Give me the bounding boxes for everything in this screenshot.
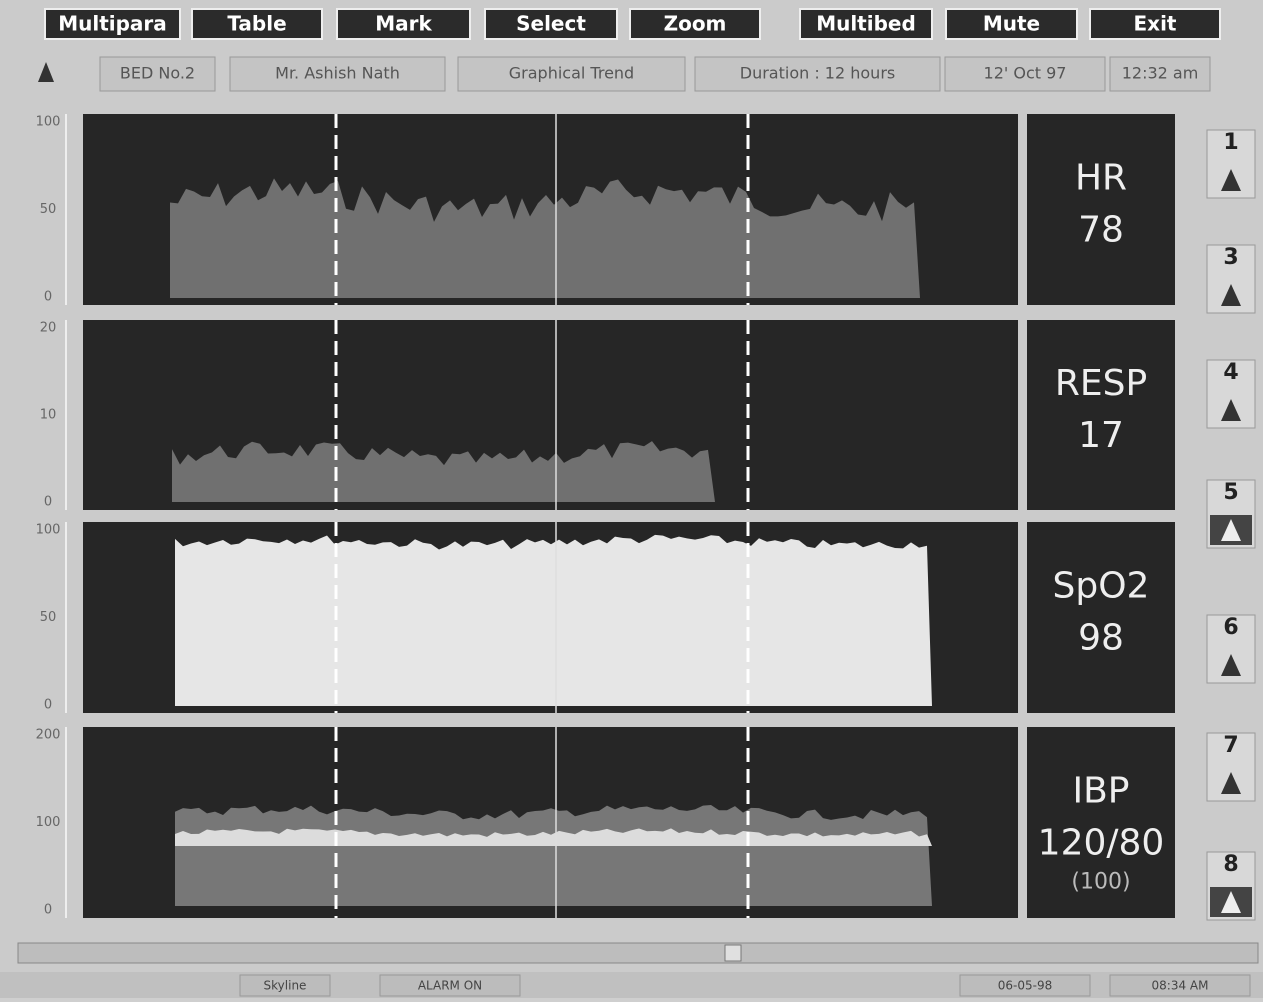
trend-wave	[175, 535, 932, 706]
axis-label: 0	[44, 290, 52, 305]
axis-label: 50	[40, 202, 57, 217]
axis-label: 100	[36, 523, 61, 538]
axis-label: 0	[44, 698, 52, 713]
status-text: ALARM ON	[418, 979, 482, 993]
info-text: Mr. Ashish Nath	[275, 64, 400, 83]
param-value: 120/80	[1038, 823, 1165, 864]
monitor-screen: Multipara Table Mark Select Zoom Multibed Mute…	[0, 0, 1263, 998]
param-value: 17	[1078, 415, 1124, 456]
axis-label: 0	[44, 495, 52, 510]
menu-label: Exit	[1134, 12, 1177, 36]
side-buttons: 1 3 4 5 6 7 8	[1207, 130, 1255, 920]
status-text: 08:34 AM	[1152, 979, 1209, 993]
status-text: Skyline	[264, 979, 307, 993]
menu-bar: Multipara Table Mark Select Zoom Multibed Mute…	[45, 9, 1220, 39]
menu-label: Multibed	[816, 12, 916, 36]
param-value: 78	[1078, 210, 1124, 251]
axis-label: 100	[36, 815, 61, 830]
menu-label: Zoom	[664, 12, 727, 36]
info-bar: BED No.2 Mr. Ashish Nath Graphical Trend Du…	[38, 57, 1210, 91]
scroll-thumb[interactable]	[725, 945, 741, 961]
status-text: 06-05-98	[998, 979, 1052, 993]
scrollbar[interactable]	[18, 943, 1258, 963]
side-number: 7	[1223, 733, 1238, 758]
side-number: 5	[1223, 480, 1238, 505]
param-label: IBP	[1072, 771, 1129, 812]
axis-label: 0	[44, 903, 52, 918]
axis-label: 50	[40, 610, 57, 625]
menu-label: Select	[516, 12, 586, 36]
side-number: 4	[1223, 360, 1238, 385]
param-label: RESP	[1055, 363, 1147, 404]
side-number: 3	[1223, 245, 1238, 270]
info-text: Duration : 12 hours	[740, 64, 895, 83]
menu-label: Mark	[375, 12, 432, 36]
menu-label: Mute	[983, 12, 1040, 36]
trend-wave	[175, 805, 932, 906]
axis-label: 10	[40, 408, 57, 423]
param-sub: (100)	[1071, 870, 1130, 895]
param-label: SpO2	[1053, 566, 1150, 607]
side-number: 6	[1223, 615, 1238, 640]
info-text: 12:32 am	[1122, 64, 1199, 83]
side-number: 8	[1223, 852, 1238, 877]
side-number: 1	[1223, 130, 1238, 155]
axis-label: 200	[36, 728, 61, 743]
info-text: 12' Oct 97	[984, 64, 1067, 83]
info-text: BED No.2	[120, 64, 195, 83]
axis-label: 20	[40, 321, 57, 336]
status-bar: Skyline ALARM ON 06-05-98 08:34 AM	[0, 972, 1263, 998]
param-value: 98	[1078, 618, 1124, 659]
info-text: Graphical Trend	[509, 64, 634, 83]
param-label: HR	[1075, 158, 1127, 199]
axis-label: 100	[36, 115, 61, 130]
menu-label: Table	[227, 12, 286, 36]
menu-label: Multipara	[58, 12, 167, 36]
